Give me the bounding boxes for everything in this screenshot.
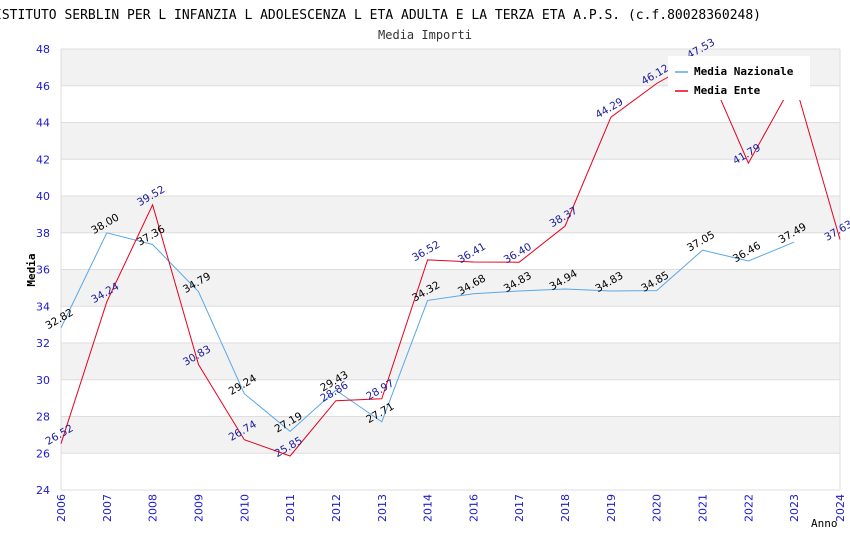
chart-subtitle: Media Importi bbox=[378, 28, 472, 42]
chart-title: ISTITUTO SERBLIN PER L INFANZIA L ADOLES… bbox=[0, 8, 761, 23]
x-tick-label: 2009 bbox=[192, 494, 205, 522]
y-tick-label: 24 bbox=[36, 484, 50, 497]
grid-band bbox=[61, 159, 840, 196]
y-axis-label: Media bbox=[25, 253, 38, 286]
y-tick-label: 40 bbox=[36, 190, 50, 203]
y-tick-label: 48 bbox=[36, 43, 50, 56]
x-tick-label: 2019 bbox=[605, 494, 618, 522]
y-tick-label: 34 bbox=[36, 300, 50, 313]
x-tick-label: 2008 bbox=[147, 494, 160, 522]
y-tick-label: 28 bbox=[36, 411, 50, 424]
grid-band bbox=[61, 232, 840, 270]
x-tick-label: 2007 bbox=[101, 494, 114, 522]
grid-band bbox=[61, 343, 840, 380]
y-tick-label: 26 bbox=[36, 447, 50, 460]
x-tick-label: 2023 bbox=[788, 494, 801, 522]
x-tick-label: 2011 bbox=[284, 494, 297, 522]
x-tick-label: 2012 bbox=[330, 494, 343, 522]
y-tick-label: 44 bbox=[36, 117, 50, 130]
x-tick-label: 2017 bbox=[513, 494, 526, 522]
y-tick-label: 46 bbox=[36, 80, 50, 93]
x-tick-label: 2006 bbox=[55, 494, 68, 522]
grid-lines bbox=[60, 48, 841, 491]
y-tick-label: 32 bbox=[36, 337, 50, 350]
x-tick-label: 2022 bbox=[742, 494, 755, 522]
x-tick-label: 2010 bbox=[238, 494, 251, 522]
grid-band bbox=[61, 306, 840, 343]
x-tick-label: 2021 bbox=[697, 494, 710, 522]
grid-bands bbox=[61, 49, 840, 490]
grid-band bbox=[61, 196, 840, 233]
y-tick-label: 30 bbox=[36, 374, 50, 387]
y-tick-label: 38 bbox=[36, 227, 50, 240]
grid-band bbox=[61, 453, 840, 490]
series-line-media-nazionale bbox=[60, 232, 795, 433]
x-axis-ticks: 2006 2007 2008 2009 2010 2011 2012 2013 2014 2016… bbox=[55, 494, 847, 522]
y-axis-ticks: 24 26 28 30 32 34 36 38 40 42 44 46 48 bbox=[36, 43, 50, 497]
grid-band bbox=[61, 416, 840, 454]
grid-band bbox=[61, 122, 840, 160]
x-tick-label: 2013 bbox=[376, 494, 389, 522]
legend-label-nazionale: Media Nazionale bbox=[694, 65, 794, 78]
grid-band bbox=[61, 269, 840, 307]
x-tick-label: 2018 bbox=[559, 494, 572, 522]
y-tick-label: 42 bbox=[36, 153, 50, 166]
x-axis-label: Anno bbox=[811, 517, 838, 530]
x-tick-label: 2014 bbox=[422, 494, 435, 522]
grid-band bbox=[61, 379, 840, 417]
legend-box bbox=[668, 56, 810, 100]
y-tick-label: 36 bbox=[36, 264, 50, 277]
legend: Media Nazionale Media Ente bbox=[668, 56, 810, 100]
x-tick-label: 2024 bbox=[834, 494, 847, 522]
x-tick-label: 2020 bbox=[651, 494, 664, 522]
x-tick-label: 2016 bbox=[467, 494, 480, 522]
legend-label-ente: Media Ente bbox=[694, 84, 761, 97]
